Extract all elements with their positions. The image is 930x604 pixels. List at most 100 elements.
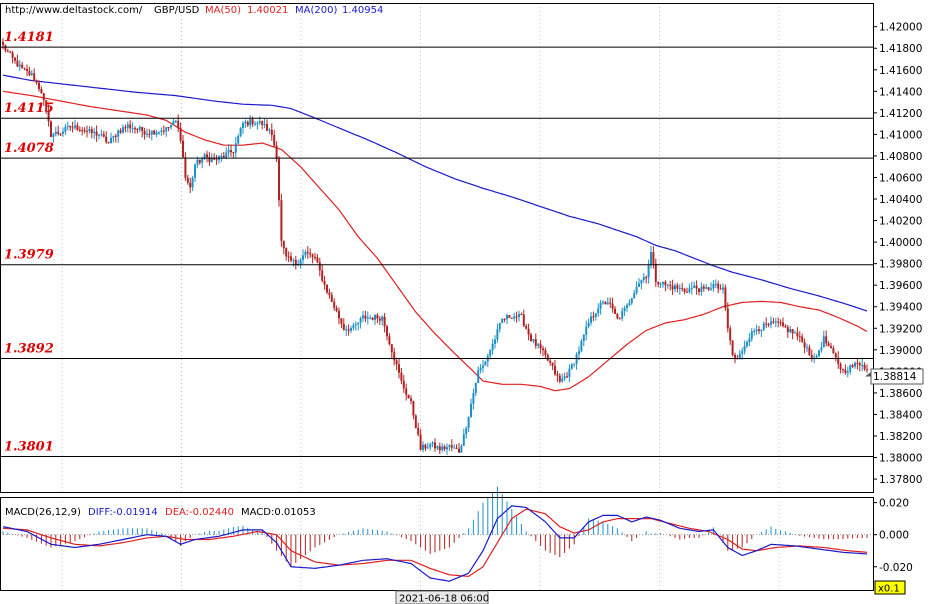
candle-body	[791, 329, 794, 334]
candle-body	[544, 350, 547, 355]
candle-body	[246, 121, 249, 126]
candle-body	[150, 130, 153, 135]
candle-body	[148, 133, 151, 135]
candle-body	[434, 442, 436, 449]
candle-body	[405, 388, 408, 395]
price-tick-label: 1.40400	[879, 194, 922, 206]
candle-body	[90, 129, 93, 133]
candle-body	[532, 339, 535, 342]
candle-body	[402, 380, 405, 389]
candle-body	[438, 446, 441, 451]
candle-body	[734, 355, 736, 358]
site-url: http://www.deltastock.com/	[5, 5, 143, 16]
candle-body	[489, 350, 492, 356]
candle-body	[693, 285, 696, 288]
candle-body	[798, 336, 801, 338]
candle-body	[35, 81, 38, 83]
candle-body	[330, 294, 333, 302]
candle-body	[239, 128, 242, 136]
candle-body	[347, 329, 350, 331]
candle-body	[849, 365, 852, 372]
candle-body	[186, 177, 189, 183]
candle-body	[462, 434, 465, 446]
candle-body	[750, 331, 753, 339]
candle-body	[474, 383, 477, 394]
candle-body	[398, 364, 400, 373]
candle-body	[201, 158, 204, 163]
candle-body	[242, 123, 244, 129]
macd-tick-label: -0.020	[879, 562, 913, 574]
candle-body	[633, 293, 636, 299]
candle-body	[455, 447, 458, 449]
candle-body	[683, 288, 686, 292]
macd-dea: DEA:-0.02440	[165, 507, 234, 518]
price-tick-label: 1.39800	[879, 259, 922, 271]
candle-body	[52, 134, 55, 137]
candle-body	[42, 93, 45, 101]
candle-body	[47, 110, 50, 122]
candle-body	[54, 131, 57, 135]
candle-body	[117, 130, 120, 137]
candle-body	[796, 332, 799, 337]
candle-body	[95, 131, 98, 136]
candle-body	[827, 343, 830, 347]
candle-body	[304, 251, 307, 256]
candle-body	[2, 41, 4, 46]
zoom-badge[interactable]: x0.1	[874, 580, 906, 595]
candle-body	[88, 129, 91, 132]
candle-body	[251, 119, 254, 125]
candle-body	[554, 365, 556, 375]
candle-body	[573, 363, 576, 365]
candle-body	[203, 154, 206, 159]
candle-body	[124, 127, 127, 129]
candle-body	[676, 285, 679, 289]
candle-body	[484, 361, 487, 366]
candle-body	[254, 123, 256, 125]
price-tick-label: 1.41000	[879, 129, 922, 141]
candle-body	[160, 130, 163, 133]
candle-body	[599, 302, 602, 309]
candle-body	[458, 448, 460, 453]
candle-body	[558, 375, 561, 382]
candle-body	[786, 327, 789, 332]
candle-body	[606, 302, 609, 305]
candle-body	[863, 365, 866, 370]
candle-body	[443, 446, 446, 450]
candle-body	[76, 125, 79, 130]
level-label: 1.4078	[4, 141, 54, 156]
candle-body	[261, 121, 264, 125]
ma200-line	[2, 74, 868, 312]
candle-body	[431, 442, 434, 445]
last-price-marker: 1.38814	[865, 368, 924, 385]
candle-body	[282, 240, 285, 249]
candle-body	[371, 317, 374, 320]
candle-body	[594, 313, 597, 317]
candle-body	[81, 130, 84, 132]
candle-body	[746, 341, 748, 346]
candle-body	[138, 126, 141, 130]
price-frame	[0, 3, 874, 493]
candle-body	[467, 416, 470, 429]
price-tick-label: 1.39400	[879, 302, 922, 314]
candlesticks	[2, 38, 868, 455]
candle-body	[126, 124, 129, 128]
candle-body	[417, 427, 420, 435]
candle-body	[770, 321, 772, 325]
candle-body	[830, 346, 832, 349]
candle-body	[587, 322, 590, 327]
candle-body	[122, 127, 124, 133]
candle-body	[801, 336, 804, 342]
candle-body	[191, 177, 194, 188]
candle-body	[4, 45, 7, 51]
candle-body	[520, 314, 523, 316]
candle-body	[50, 121, 52, 137]
candle-body	[30, 73, 33, 75]
candle-body	[210, 158, 213, 162]
candle-body	[263, 123, 266, 125]
candle-body	[808, 347, 811, 355]
candle-body	[640, 279, 643, 284]
price-tick-label: 1.39000	[879, 345, 922, 357]
candle-body	[654, 263, 657, 282]
candle-body	[678, 288, 681, 290]
macd-diff: DIFF:-0.01914	[88, 507, 158, 518]
